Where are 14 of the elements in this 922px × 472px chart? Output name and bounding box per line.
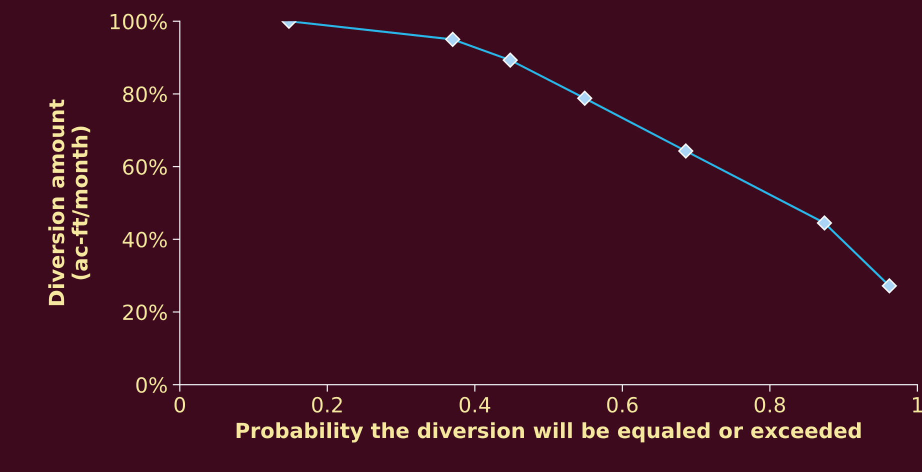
y-tick-label: 100% [110,14,167,30]
x-tick-label: 0 [174,396,186,413]
x-tick-label: 0.8 [754,396,786,413]
y-axis-title: Diversion amount (ac-ft/month) [48,99,90,306]
y-tick-label: 20% [123,304,167,320]
x-tick-label: 0.6 [607,396,638,413]
x-axis-title: Probability the diversion will be equaled or exceeded [236,422,861,443]
x-tick-label: 0.2 [312,396,342,413]
y-tick-label: 0% [136,377,167,393]
y-tick-label: 60% [123,159,167,175]
x-tick-label: 1 [913,397,922,412]
x-tick-label: 0.4 [460,396,490,413]
y-tick-label: 80% [123,86,167,102]
y-tick-label: 40% [122,232,167,248]
